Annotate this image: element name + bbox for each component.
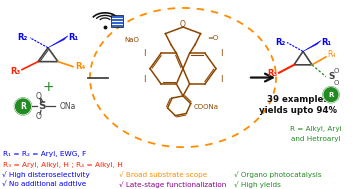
Text: R: R xyxy=(20,102,26,111)
Text: +: + xyxy=(42,81,54,94)
Circle shape xyxy=(15,98,32,115)
Text: yields upto 94%: yields upto 94% xyxy=(259,106,337,115)
Text: √ Organo photocatalysis: √ Organo photocatalysis xyxy=(234,172,322,178)
Text: √ High yields: √ High yields xyxy=(234,181,281,188)
Text: ONa: ONa xyxy=(60,102,76,111)
Text: I: I xyxy=(220,75,223,84)
Text: √ Late-stage functionalization: √ Late-stage functionalization xyxy=(119,181,226,188)
Text: I: I xyxy=(143,75,146,84)
Text: R₁: R₁ xyxy=(321,38,331,47)
Text: I: I xyxy=(143,49,146,58)
Text: O: O xyxy=(36,112,42,121)
Polygon shape xyxy=(303,40,321,51)
Circle shape xyxy=(323,87,339,103)
Text: COONa: COONa xyxy=(194,104,219,110)
Text: √ No additional addtive: √ No additional addtive xyxy=(2,182,86,188)
Text: =O: =O xyxy=(207,35,218,41)
Text: √ Broad substrate scope: √ Broad substrate scope xyxy=(119,172,207,178)
Text: R = Alkyl, Aryl: R = Alkyl, Aryl xyxy=(290,126,342,132)
Text: O: O xyxy=(36,92,42,101)
Text: R₃ = Aryl, Alkyl, H ; R₄ = Alkyl, H: R₃ = Aryl, Alkyl, H ; R₄ = Alkyl, H xyxy=(3,162,123,168)
Text: and Hetroaryl: and Hetroaryl xyxy=(291,136,341,142)
Text: √ High disteroselectivity: √ High disteroselectivity xyxy=(2,172,89,178)
Text: R₁ = R₂ = Aryl, EWG, F: R₁ = R₂ = Aryl, EWG, F xyxy=(3,151,86,157)
Text: O: O xyxy=(334,68,339,74)
Text: R₄: R₄ xyxy=(75,62,85,71)
Polygon shape xyxy=(111,15,123,27)
Polygon shape xyxy=(48,36,68,48)
Text: R₄: R₄ xyxy=(327,50,335,59)
Text: 39 examples: 39 examples xyxy=(267,95,329,104)
Text: R: R xyxy=(328,92,334,98)
Text: S: S xyxy=(38,101,46,111)
Text: R₁: R₁ xyxy=(68,33,78,42)
Text: NaO: NaO xyxy=(124,37,139,43)
Text: R₃: R₃ xyxy=(267,69,277,78)
Text: I: I xyxy=(220,49,223,58)
Text: S: S xyxy=(328,72,334,81)
Text: R₃: R₃ xyxy=(10,67,20,76)
Text: R₂: R₂ xyxy=(17,33,27,42)
Text: R₂: R₂ xyxy=(275,38,285,47)
Text: O: O xyxy=(334,80,339,86)
Text: O: O xyxy=(180,20,186,29)
